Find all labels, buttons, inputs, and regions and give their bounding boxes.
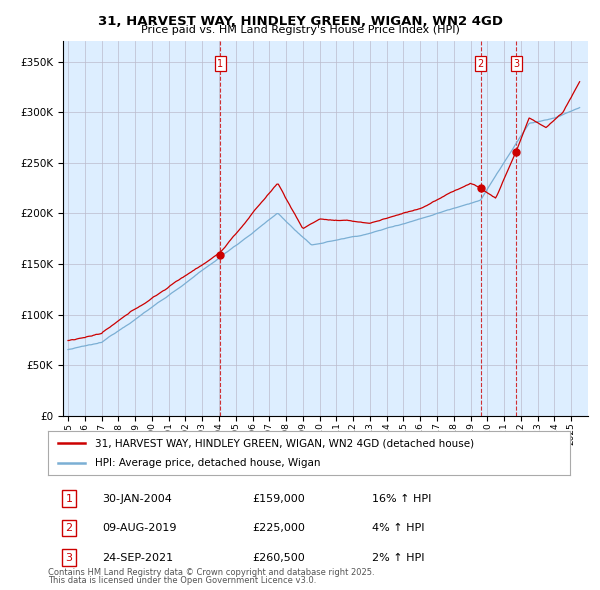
Text: 2: 2	[478, 58, 484, 68]
Text: 1: 1	[217, 58, 223, 68]
Text: 30-JAN-2004: 30-JAN-2004	[102, 494, 172, 503]
Text: £260,500: £260,500	[252, 553, 305, 562]
Text: 31, HARVEST WAY, HINDLEY GREEN, WIGAN, WN2 4GD (detached house): 31, HARVEST WAY, HINDLEY GREEN, WIGAN, W…	[95, 438, 474, 448]
Text: £159,000: £159,000	[252, 494, 305, 503]
Text: 2: 2	[65, 523, 73, 533]
Text: 16% ↑ HPI: 16% ↑ HPI	[372, 494, 431, 503]
Text: £225,000: £225,000	[252, 523, 305, 533]
Text: Price paid vs. HM Land Registry's House Price Index (HPI): Price paid vs. HM Land Registry's House …	[140, 25, 460, 35]
Text: HPI: Average price, detached house, Wigan: HPI: Average price, detached house, Wiga…	[95, 458, 320, 467]
Text: 1: 1	[65, 494, 73, 503]
Text: 24-SEP-2021: 24-SEP-2021	[102, 553, 173, 562]
Text: Contains HM Land Registry data © Crown copyright and database right 2025.: Contains HM Land Registry data © Crown c…	[48, 568, 374, 577]
Text: 4% ↑ HPI: 4% ↑ HPI	[372, 523, 425, 533]
Text: 3: 3	[65, 553, 73, 562]
Text: 2% ↑ HPI: 2% ↑ HPI	[372, 553, 425, 562]
Text: 31, HARVEST WAY, HINDLEY GREEN, WIGAN, WN2 4GD: 31, HARVEST WAY, HINDLEY GREEN, WIGAN, W…	[97, 15, 503, 28]
Text: This data is licensed under the Open Government Licence v3.0.: This data is licensed under the Open Gov…	[48, 576, 316, 585]
Text: 3: 3	[514, 58, 520, 68]
Text: 09-AUG-2019: 09-AUG-2019	[102, 523, 176, 533]
